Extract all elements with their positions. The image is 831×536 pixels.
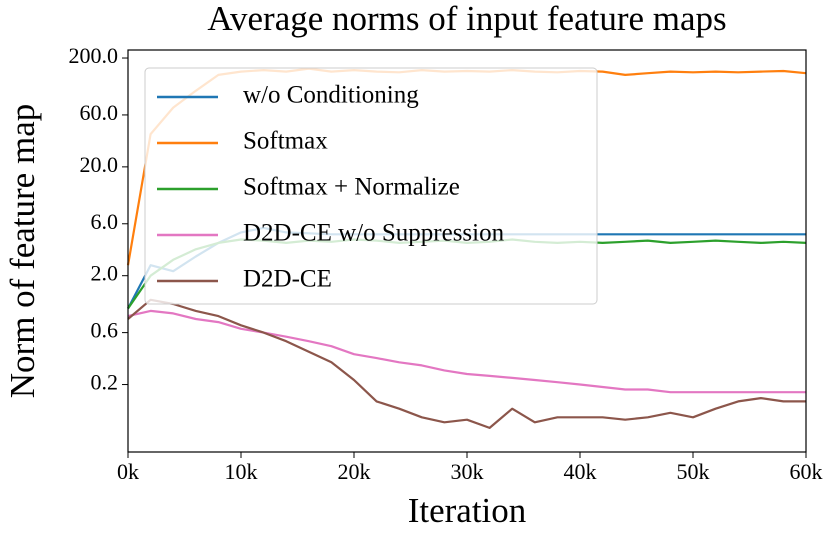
legend-label: D2D-CE w/o Suppression (243, 220, 505, 247)
x-tick-label: 0k (117, 459, 139, 484)
x-tick-label: 20k (338, 459, 371, 484)
y-tick-label: 60.0 (80, 100, 119, 125)
y-axis-label: Norm of feature map (3, 104, 42, 398)
legend: w/o Conditioning Softmax Softmax + Normali… (144, 67, 598, 305)
x-axis-label: Iteration (408, 491, 527, 530)
x-tick-label: 40k (564, 459, 597, 484)
series-line (127, 309, 806, 394)
series-line (127, 298, 806, 429)
y-tick-label: 0.2 (91, 370, 119, 395)
y-tick-label: 2.0 (91, 261, 119, 286)
x-tick-label: 60k (790, 459, 823, 484)
x-tick-label: 30k (451, 459, 484, 484)
y-tick-label: 0.6 (91, 318, 119, 343)
x-tick-label: 50k (677, 459, 710, 484)
legend-label: w/o Conditioning (243, 82, 419, 109)
chart-title: Average norms of input feature maps (207, 0, 726, 38)
y-tick-label: 6.0 (91, 209, 119, 234)
y-tick-label: 200.0 (69, 43, 119, 68)
legend-label: Softmax + Normalize (243, 174, 460, 201)
legend-label: Softmax (243, 128, 328, 155)
legend-box (144, 67, 598, 305)
x-tick-label: 10k (225, 459, 258, 484)
legend-label: D2D-CE (243, 266, 332, 293)
plot-frame (127, 49, 807, 453)
y-tick-label: 20.0 (80, 152, 119, 177)
